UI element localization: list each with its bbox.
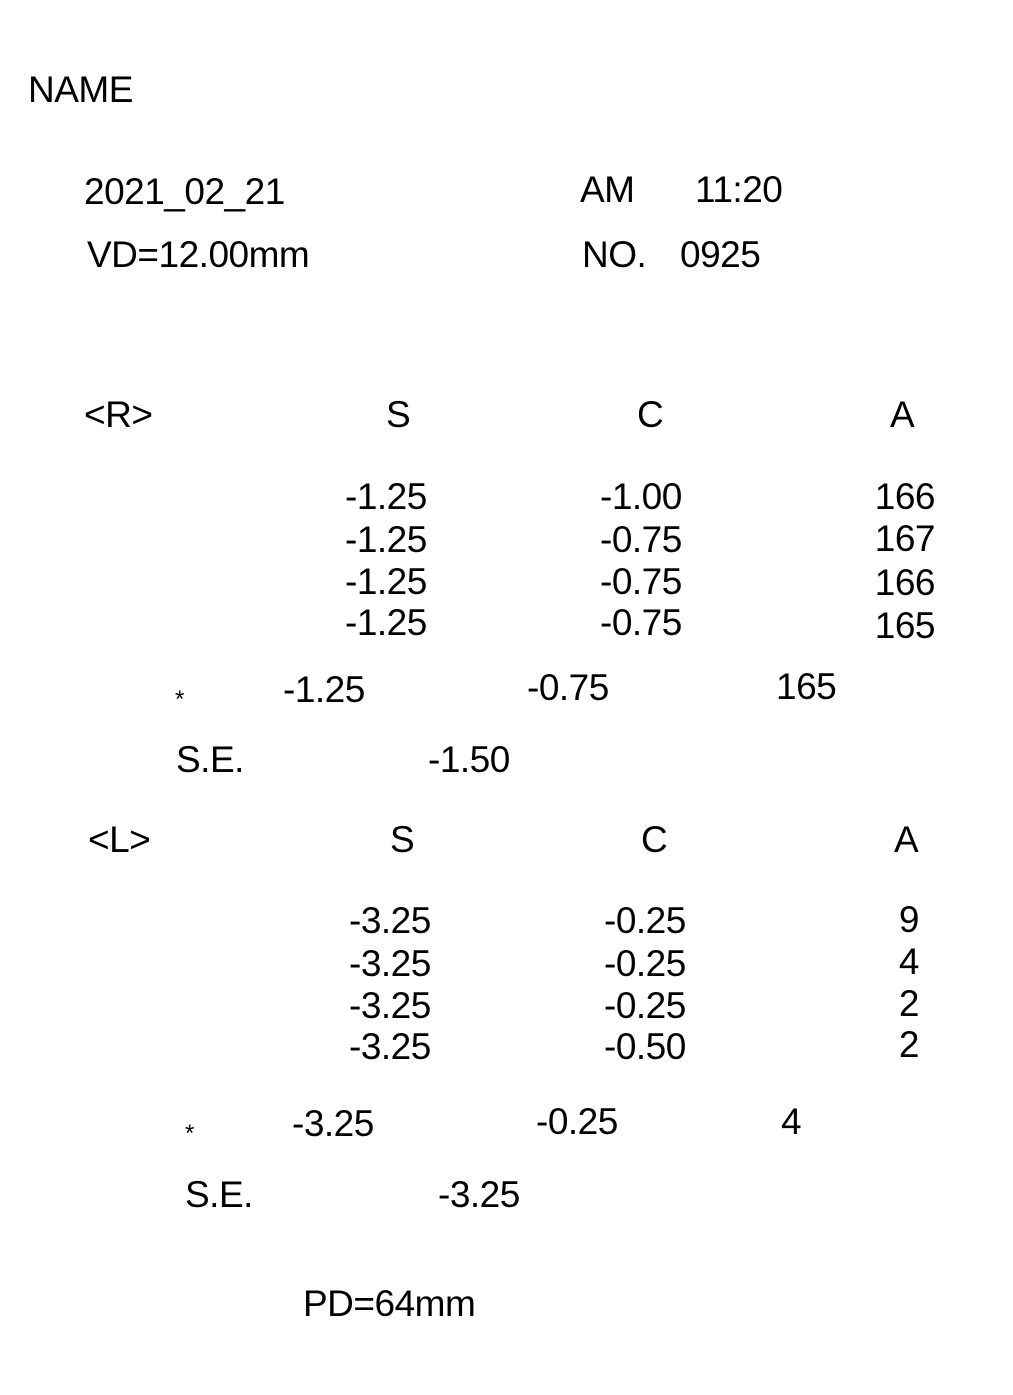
time: 11:20 [695,169,783,210]
average-marker: * [175,686,184,713]
average-cylinder: -0.75 [527,667,609,708]
se-value: -3.25 [438,1174,520,1215]
right-eye-label: <R> [84,394,153,435]
sphere-value: -3.25 [349,943,431,984]
cylinder-value: -0.25 [604,943,686,984]
sphere-value: -1.25 [345,602,427,643]
pupillary-distance: PD=64mm [303,1283,476,1324]
axis-value: 165 [874,605,936,646]
left-eye-label: <L> [88,819,151,860]
axis-value: 167 [874,518,936,559]
sphere-value: -1.25 [345,519,427,560]
average-sphere: -3.25 [292,1103,374,1144]
number-label: NO. [582,234,647,275]
sphere-value: -3.25 [349,900,431,941]
cylinder-value: -0.75 [600,602,682,643]
axis-value: 2 [898,1024,920,1065]
cylinder-value: -1.00 [600,476,682,517]
average-cylinder: -0.25 [536,1101,618,1142]
cylinder-value: -0.75 [600,519,682,560]
column-header-s: S [390,819,415,860]
se-value: -1.50 [428,739,510,780]
column-header-a: A [890,394,915,435]
average-axis: 165 [776,666,837,707]
am-pm: AM [580,169,635,210]
axis-value: 2 [898,983,920,1024]
cylinder-value: -0.25 [604,985,686,1026]
sphere-value: -3.25 [349,985,431,1026]
axis-value: 4 [898,941,920,982]
axis-value: 166 [874,476,936,517]
column-header-c: C [641,819,668,860]
average-axis: 4 [781,1101,802,1142]
sphere-value: -1.25 [345,561,427,602]
cylinder-value: -0.50 [604,1026,686,1067]
se-label: S.E. [176,739,244,780]
cylinder-value: -0.25 [604,900,686,941]
cylinder-value: -0.75 [600,561,682,602]
axis-value: 166 [874,562,936,603]
number-value: 0925 [680,234,761,275]
name-label: NAME [28,69,133,110]
column-header-c: C [637,394,664,435]
sphere-value: -1.25 [345,476,427,517]
column-header-a: A [894,819,919,860]
vertex-distance: VD=12.00mm [87,234,310,275]
average-sphere: -1.25 [283,669,365,710]
sphere-value: -3.25 [349,1026,431,1067]
column-header-s: S [386,394,411,435]
date: 2021_02_21 [84,171,285,212]
axis-value: 9 [898,899,920,940]
se-label: S.E. [185,1174,253,1215]
average-marker: * [185,1120,194,1147]
